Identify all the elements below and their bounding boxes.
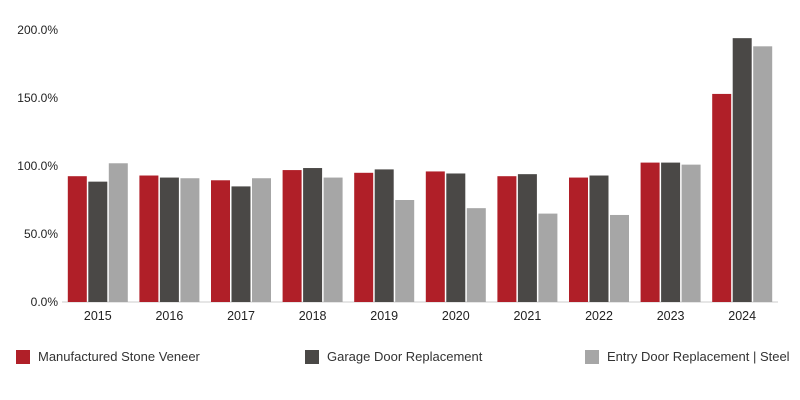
bar-1-2022 [569,177,588,302]
bar-1-2017 [211,180,230,302]
y-tick-label: 200.0% [17,23,58,37]
bar-3-2020 [466,208,486,302]
bar-2-2023 [661,162,681,302]
x-tick-label: 2021 [513,309,541,323]
y-tick-label: 50.0% [24,227,58,241]
legend-item: Manufactured Stone Veneer [16,349,200,364]
bar-3-2024 [753,46,773,302]
bar-1-2016 [139,175,159,302]
bar-3-2016 [180,178,200,302]
legend-swatch [585,349,599,364]
legend-swatch [16,349,30,364]
legend-label: Garage Door Replacement [327,349,483,364]
bar-2-2022 [589,175,609,302]
bar-2-2021 [517,174,537,302]
bar-1-2020 [425,171,445,302]
x-tick-label: 2015 [84,309,112,323]
bar-1-2021 [497,176,517,302]
legend-item: Entry Door Replacement | Steel [585,349,790,364]
bar-2-2016 [159,177,179,302]
bar-2-2024 [732,38,752,302]
x-tick-label: 2020 [442,309,470,323]
bar-3-2019 [395,200,415,302]
bar-1-2019 [354,172,374,302]
bar-1-2018 [282,170,302,302]
x-tick-label: 2018 [299,309,327,323]
y-tick-label: 0.0% [31,295,59,309]
bar-3-2017 [252,178,271,302]
bar-1-2015 [67,176,87,302]
x-tick-label: 2016 [155,309,183,323]
bar-3-2021 [538,213,558,302]
bar-2-2018 [303,168,323,302]
x-tick-label: 2017 [227,309,255,323]
x-tick-label: 2022 [585,309,613,323]
x-tick-label: 2023 [657,309,685,323]
x-tick-label: 2024 [728,309,756,323]
bar-2-2019 [374,169,394,302]
bar-3-2018 [323,177,343,302]
y-tick-label: 100.0% [17,159,58,173]
bar-2-2020 [446,173,466,302]
y-tick-label: 150.0% [17,91,58,105]
legend-swatch [305,349,319,364]
bar-1-2024 [712,93,732,302]
bar-2-2015 [88,181,108,302]
legend: Manufactured Stone Veneer Garage Door Rep… [0,349,800,371]
x-tick-label: 2019 [370,309,398,323]
bar-1-2023 [640,162,660,302]
legend-label: Entry Door Replacement | Steel [607,349,790,364]
legend-item: Garage Door Replacement [305,349,482,364]
chart-svg: 0.0% 50.0% 100.0% 150.0% 200.0% 2015 2016 2017 2… [17,23,778,323]
bar-2-2017 [231,186,251,302]
legend-label: Manufactured Stone Veneer [38,349,200,364]
bar-3-2015 [108,163,128,302]
bar-3-2022 [610,214,629,302]
bar-3-2023 [681,164,701,302]
